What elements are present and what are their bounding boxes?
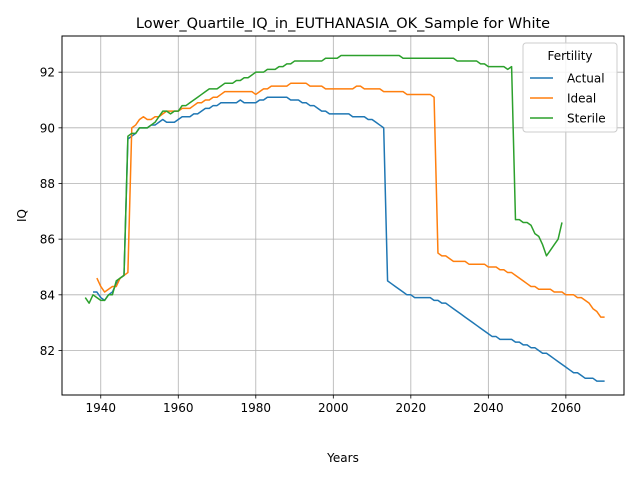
legend-box (522, 42, 618, 133)
series-line-ideal (96, 82, 605, 318)
plot-frame (61, 35, 625, 396)
y-tick-label: 92 (40, 66, 55, 80)
x-tick-label: 1940 (85, 401, 116, 415)
x-tick-label: 2000 (318, 401, 349, 415)
series-line-sterile (84, 54, 563, 304)
x-tick-label: 2060 (551, 401, 582, 415)
x-tick-label: 1960 (163, 401, 194, 415)
y-tick-label: 88 (40, 177, 55, 191)
grid (62, 36, 624, 395)
x-axis: 1940 1960 1980 2000 2020 2040 2060 (85, 395, 581, 415)
legend-label-sterile: Sterile (567, 112, 606, 126)
x-tick-label: 2040 (473, 401, 504, 415)
legend-label-actual: Actual (567, 72, 605, 86)
y-tick-label: 82 (40, 344, 55, 358)
y-tick-label: 86 (40, 233, 55, 247)
y-axis-label: IQ (15, 209, 29, 222)
legend-label-ideal: Ideal (567, 92, 596, 106)
series-line-actual (93, 96, 605, 382)
chart-title: Lower_Quartile_IQ_in_EUTHANASIA_OK_Sampl… (136, 16, 550, 32)
legend-title: Fertility (547, 49, 592, 63)
y-axis: 82 84 86 88 90 92 (40, 66, 62, 358)
series-lines (84, 54, 605, 382)
y-tick-label: 90 (40, 121, 55, 135)
legend: Fertility Actual Ideal Sterile (522, 42, 618, 133)
x-axis-label: Years (326, 451, 359, 465)
y-tick-label: 84 (40, 288, 55, 302)
x-tick-label: 1980 (241, 401, 272, 415)
x-tick-label: 2020 (396, 401, 427, 415)
